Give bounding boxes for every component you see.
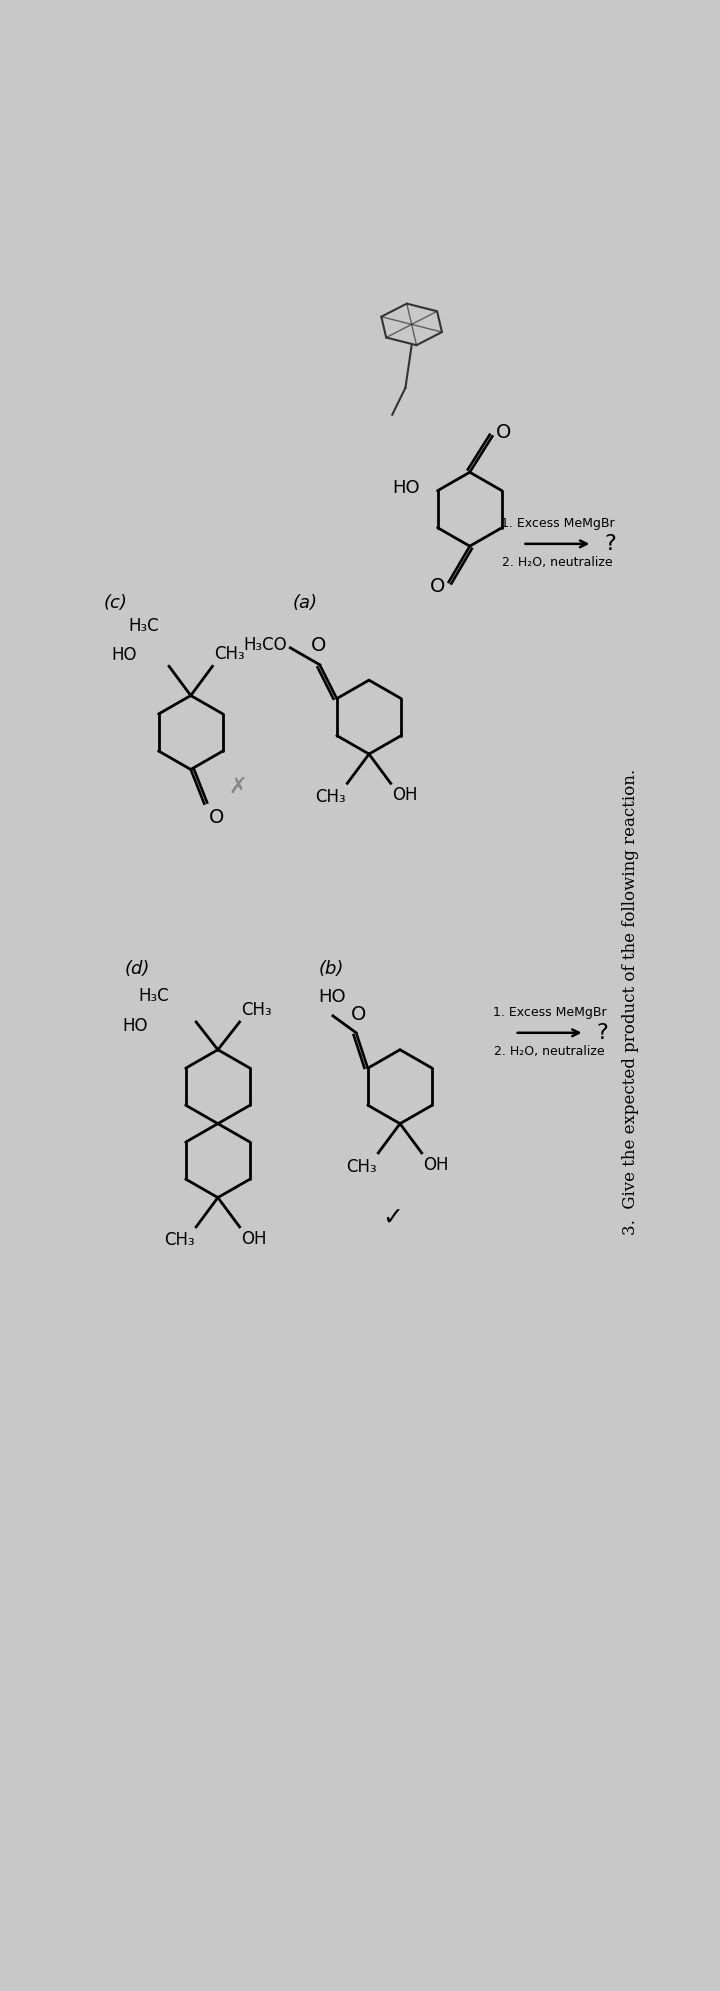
Text: ✗: ✗ bbox=[228, 776, 246, 796]
Text: H₃C: H₃C bbox=[129, 617, 159, 635]
Text: 1. Excess MeMgBr: 1. Excess MeMgBr bbox=[492, 1005, 606, 1019]
Text: 3.  Give the expected product of the following reaction.: 3. Give the expected product of the foll… bbox=[623, 769, 639, 1234]
Text: H₃C: H₃C bbox=[138, 988, 168, 1005]
Text: ✓: ✓ bbox=[382, 1207, 402, 1230]
Text: O: O bbox=[209, 808, 224, 826]
Text: (c): (c) bbox=[104, 593, 128, 611]
Text: OH: OH bbox=[423, 1157, 449, 1175]
Text: HO: HO bbox=[112, 647, 138, 665]
Text: (b): (b) bbox=[319, 960, 344, 978]
Text: 2. H₂O, neutralize: 2. H₂O, neutralize bbox=[494, 1045, 605, 1057]
Text: O: O bbox=[430, 577, 445, 595]
Text: CH₃: CH₃ bbox=[241, 1001, 271, 1019]
Text: O: O bbox=[496, 422, 511, 442]
Text: (a): (a) bbox=[293, 593, 318, 611]
Text: CH₃: CH₃ bbox=[164, 1232, 194, 1250]
Text: HO: HO bbox=[122, 1017, 148, 1035]
Text: CH₃: CH₃ bbox=[315, 788, 346, 806]
Text: H₃CO: H₃CO bbox=[243, 635, 287, 653]
Text: (d): (d) bbox=[125, 960, 150, 978]
Text: CH₃: CH₃ bbox=[214, 645, 245, 663]
Text: 2. H₂O, neutralize: 2. H₂O, neutralize bbox=[502, 555, 613, 569]
Text: HO: HO bbox=[392, 478, 420, 496]
Text: O: O bbox=[351, 1005, 366, 1023]
Text: CH₃: CH₃ bbox=[346, 1157, 377, 1175]
Text: OH: OH bbox=[392, 786, 418, 804]
Text: 1. Excess MeMgBr: 1. Excess MeMgBr bbox=[500, 518, 614, 530]
Text: O: O bbox=[310, 637, 326, 655]
Text: ?: ? bbox=[605, 534, 616, 553]
Text: HO: HO bbox=[319, 988, 346, 1005]
Text: OH: OH bbox=[241, 1230, 266, 1248]
Text: ?: ? bbox=[597, 1023, 608, 1043]
